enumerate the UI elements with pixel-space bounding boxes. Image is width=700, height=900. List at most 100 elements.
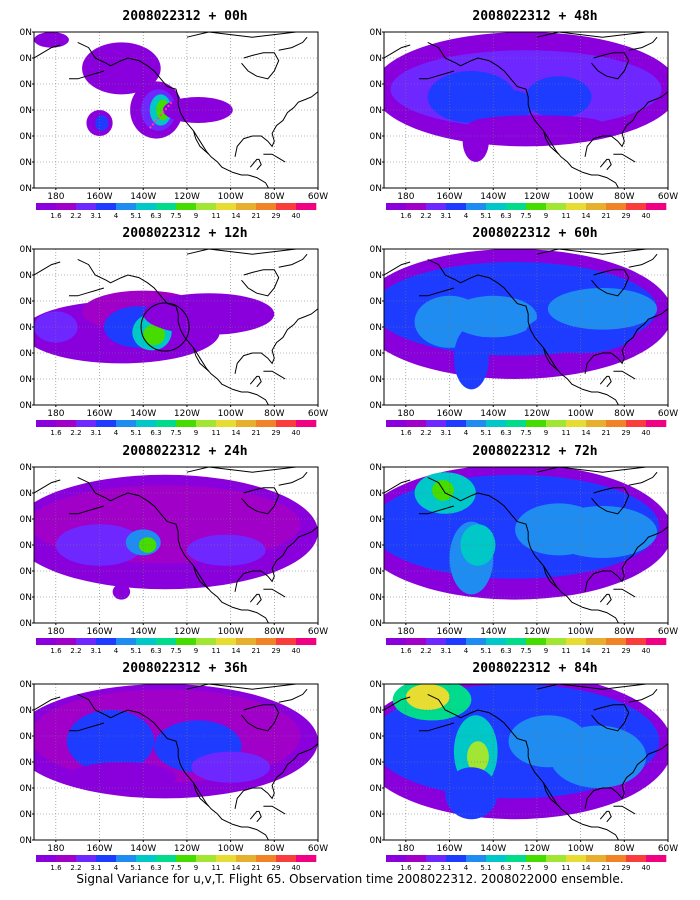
colorbar-label: 4 (114, 212, 119, 220)
longitude-label: 160W (436, 627, 462, 637)
colorbar-swatch (546, 638, 567, 645)
verification-region (140, 302, 190, 352)
colorbar-swatch (116, 638, 137, 645)
map-panel: 2008022312 + 72h 70N 60N 50N 40N 30N 20N 10N 180… (370, 443, 700, 657)
longitude-label: 100W (568, 844, 594, 854)
colorbar-label: 3.1 (90, 429, 101, 437)
variance-contour (95, 115, 109, 131)
longitude-label: 100W (568, 409, 594, 419)
latitude-label: 40N (370, 758, 382, 768)
colorbar-swatch (526, 855, 547, 862)
colorbar-swatch (216, 855, 237, 862)
latitude-label: 60N (370, 271, 382, 281)
colorbar-label: 7.5 (170, 864, 181, 872)
colorbar-label: 21 (602, 429, 611, 437)
latitude-label: 60N (370, 706, 382, 716)
map-figure: 70N 60N 50N 40N 30N 20N 10N 180 160W 140W 120W 100W… (370, 245, 678, 437)
colorbar-label: 9 (544, 647, 548, 655)
map-figure: 70N 60N 50N 40N 30N 20N 10N 180 160W 140W 120W 100W… (20, 28, 328, 220)
colorbar-swatch (486, 203, 507, 210)
map-panel: 2008022312 + 12h 70N 60N 50N 40N 30N 20N 10N 180… (20, 225, 350, 439)
colorbar-label: 5.1 (480, 647, 491, 655)
colorbar-label: 5.1 (480, 429, 491, 437)
colorbar-swatch (236, 638, 257, 645)
map-figure: 70N 60N 50N 40N 30N 20N 10N 180 160W 140W 120W 100W… (20, 245, 328, 437)
longitude-label: 160W (436, 844, 462, 854)
colorbar-swatch (606, 420, 627, 427)
colorbar-swatch (426, 420, 447, 427)
colorbar-label: 40 (642, 647, 651, 655)
colorbar-label: 11 (212, 864, 221, 872)
colorbar-label: 5.1 (130, 212, 141, 220)
latitude-label: 30N (370, 784, 382, 794)
coastline (384, 32, 668, 188)
colorbar-label: 4 (114, 429, 119, 437)
longitude-label: 180 (47, 844, 64, 854)
latitude-label: 10N (370, 836, 382, 846)
colorbar-swatch (216, 203, 237, 210)
latitude-label: 60N (370, 489, 382, 499)
colorbar-label: 21 (252, 864, 261, 872)
colorbar-label: 1.6 (50, 429, 62, 437)
variance-contour (473, 89, 535, 121)
longitude-label: 120W (174, 192, 200, 202)
panel-title: 2008022312 + 72h (472, 444, 598, 459)
colorbar-swatch (216, 638, 237, 645)
longitude-label: 160W (436, 409, 462, 419)
colorbar-label: 7.5 (520, 864, 531, 872)
colorbar-swatch (646, 420, 667, 427)
colorbar-swatch (566, 855, 587, 862)
colorbar-label: 2.2 (420, 864, 431, 872)
colorbar-swatch (136, 855, 157, 862)
latitude-label: 50N (370, 80, 382, 90)
variance-contour (467, 741, 489, 773)
colorbar-swatch (96, 420, 117, 427)
colorbar-swatch (296, 855, 317, 862)
colorbar-label: 2.2 (70, 864, 81, 872)
variance-contour (138, 537, 157, 553)
longitude-label: 60W (658, 409, 678, 419)
variance-contour (550, 725, 647, 788)
colorbar-label: 11 (212, 429, 221, 437)
colorbar-label: 11 (212, 647, 221, 655)
colorbar-swatch (256, 420, 277, 427)
latitude-label: 40N (20, 323, 32, 333)
latitude-label: 10N (370, 619, 382, 629)
latitude-label: 20N (20, 810, 32, 820)
colorbar-swatch (646, 203, 667, 210)
longitude-label: 180 (397, 844, 414, 854)
longitude-label: 160W (436, 192, 462, 202)
colorbar-swatch (546, 420, 567, 427)
colorbar-label: 40 (642, 429, 651, 437)
colorbar-label: 14 (232, 864, 241, 872)
latitude-label: 60N (20, 706, 32, 716)
longitude-label: 180 (397, 409, 414, 419)
colorbar-label: 21 (602, 212, 611, 220)
colorbar-swatch (626, 638, 647, 645)
colorbar-label: 21 (252, 647, 261, 655)
colorbar-label: 2.2 (70, 429, 81, 437)
colorbar-label: 6.3 (500, 864, 511, 872)
colorbar-swatch (136, 420, 157, 427)
colorbar-swatch (176, 855, 197, 862)
colorbar-label: 4 (464, 864, 469, 872)
variance-contour (162, 97, 233, 123)
colorbar-swatch (386, 638, 407, 645)
colorbar-label: 40 (642, 212, 651, 220)
colorbar-label: 1.6 (400, 212, 412, 220)
longitude-label: 140W (130, 409, 156, 419)
colorbar-label: 5.1 (480, 864, 491, 872)
colorbar-swatch (276, 420, 297, 427)
colorbar-swatch (156, 203, 177, 210)
colorbar-swatch (236, 420, 257, 427)
colorbar-label: 1.6 (400, 647, 412, 655)
colorbar-swatch (136, 203, 157, 210)
longitude-label: 180 (47, 192, 64, 202)
longitude-label: 100W (568, 627, 594, 637)
map-figure: 70N 60N 50N 40N 30N 20N 10N 180 160W 140W 120W 100W… (370, 463, 678, 655)
longitude-label: 140W (130, 192, 156, 202)
colorbar-swatch (426, 638, 447, 645)
variance-contour (112, 584, 131, 600)
colorbar-swatch (36, 420, 57, 427)
variance-contour (526, 76, 592, 118)
